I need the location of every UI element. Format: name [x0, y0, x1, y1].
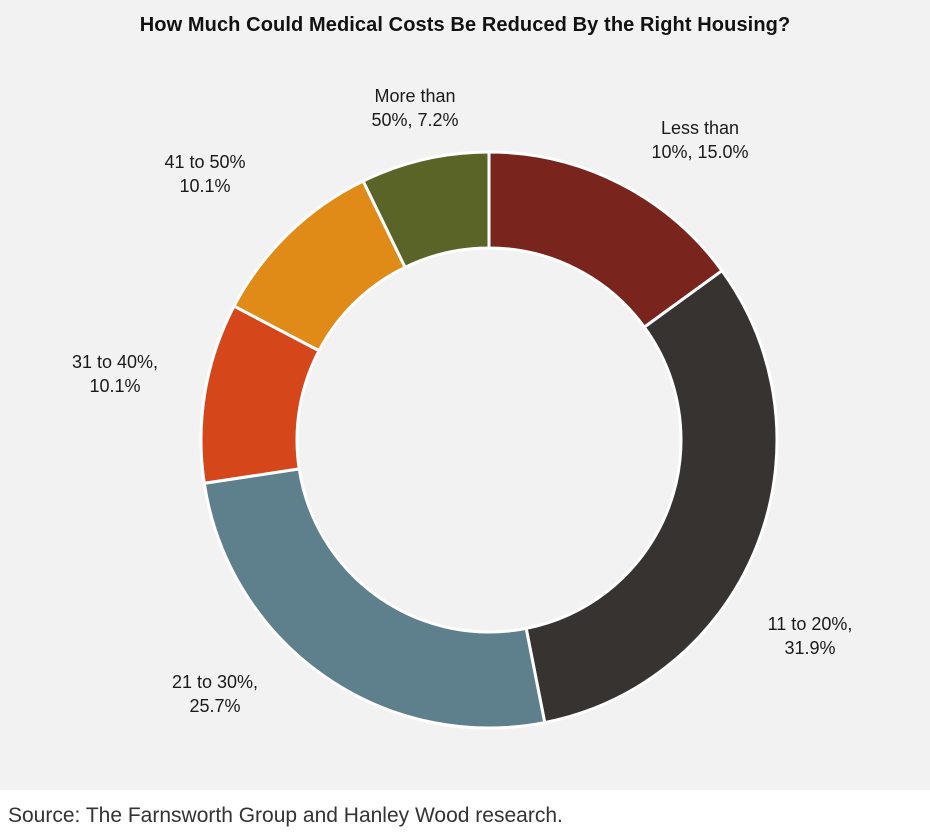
slice-label-line2: 10.1% — [89, 376, 141, 396]
donut-chart — [199, 150, 779, 730]
slice-label-line2: 10.1% — [179, 176, 231, 196]
source-note: Source: The Farnsworth Group and Hanley … — [8, 804, 563, 827]
slice-label-21-to-30: 21 to 30%, 25.7% — [140, 670, 290, 718]
slice-label-more-than-50: More than 50%, 7.2% — [340, 84, 490, 132]
slice-label-31-to-40: 31 to 40%, 10.1% — [40, 350, 190, 398]
slice-label-line2: 31.9% — [784, 638, 836, 658]
chart-panel: How Much Could Medical Costs Be Reduced … — [0, 0, 930, 790]
slice-label-line1: 41 to 50% — [164, 152, 246, 172]
slice-label-11-to-20: 11 to 20%, 31.9% — [735, 612, 885, 660]
slice-label-line1: 31 to 40%, — [71, 352, 159, 372]
slice-label-line1: More than — [374, 86, 456, 106]
slice-label-less-than-10: Less than 10%, 15.0% — [625, 116, 775, 164]
donut-slice-21-to-30 — [202, 467, 547, 730]
slice-label-41-to-50: 41 to 50% 10.1% — [130, 150, 280, 198]
slice-label-line1: 11 to 20%, — [767, 614, 853, 634]
slice-label-line1: Less than — [660, 118, 740, 138]
slice-label-line2: 10%, 15.0% — [651, 142, 749, 162]
donut-slice-11-to-20 — [524, 268, 779, 725]
donut-slice-more-than-50 — [361, 150, 491, 270]
slice-label-line1: 21 to 30%, — [171, 672, 259, 692]
slice-label-line2: 50%, 7.2% — [371, 110, 459, 130]
slice-label-line2: 25.7% — [189, 696, 241, 716]
chart-title: How Much Could Medical Costs Be Reduced … — [139, 14, 791, 36]
